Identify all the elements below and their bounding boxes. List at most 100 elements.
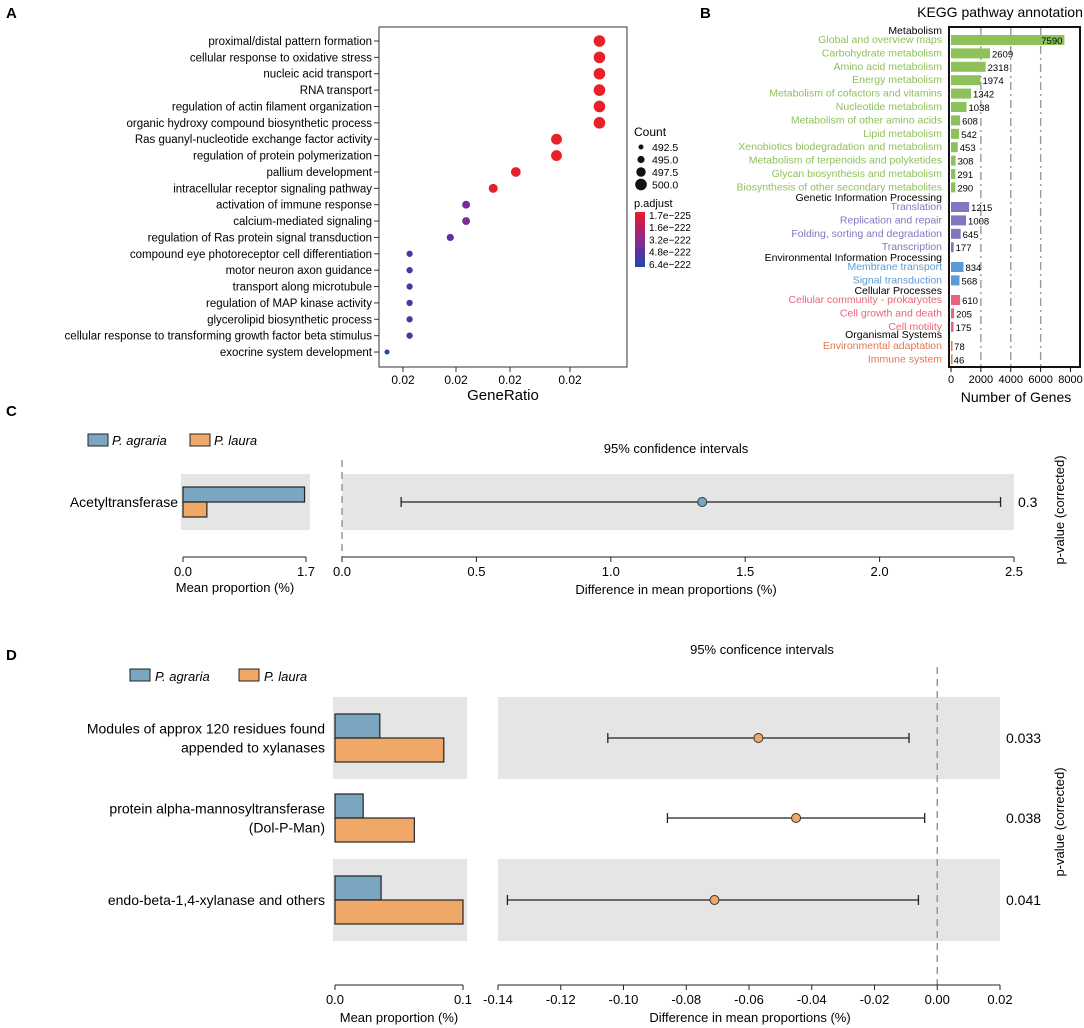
panel-b-item-label: Cell growth and death [840,307,942,319]
panel-a-padj-legend-title: p.adjust [634,198,673,210]
panel-a-dot [446,233,454,242]
panel-b-bar [951,155,956,166]
panel-b-value-label: 7590 [1041,36,1062,47]
panel-a-padj-colorbar [635,212,645,267]
panel-c-legend-agraria: P. agraria [112,433,167,448]
panel-a-dotplot: GeneRatio Count p.adjust proximal/distal… [65,26,691,404]
ci-mean-dot [791,813,802,823]
panel-b-item-label: Transcription [882,241,942,253]
panel-b-bar [951,242,954,253]
panel-d-mean-xlabel: Mean proportion (%) [340,1010,459,1025]
diff-xtick-label: -0.02 [860,992,890,1007]
panel-b-item-label: Metabolism of terpenoids and polyketides [749,155,942,167]
panel-b-title: KEGG pathway annotation [917,4,1083,20]
panel-a-padj-legend-label: 1.7e−225 [649,211,691,222]
panel-b-bar [951,295,961,305]
panel-a-dot [462,200,471,209]
panel-d-legend-swatch-laura [238,668,260,682]
panel-d-extended-error-bar: P. agraria P. laura 95% conficence inter… [87,642,1067,1025]
panel-a-term-label: transport along microtubule [233,282,372,294]
panel-d-legend-laura: P. laura [264,669,307,684]
panel-c-extended-error-bar: P. agraria P. laura 95% confidence inter… [70,433,1067,597]
panel-b-value-label: 645 [963,230,979,241]
panel-b-plot-frame [948,26,1081,368]
panel-label-d: D [6,647,17,664]
panel-a-term-label: cellular response to oxidative stress [190,52,372,64]
panel-a-term-label: activation of immune response [216,200,372,212]
diff-xtick-label: 0.00 [925,992,950,1007]
bar-agraria [182,486,306,503]
panel-b-xtick-label: 0 [948,374,954,386]
panel-a-dot [593,100,606,113]
panel-b-item-label: Replication and repair [840,214,943,226]
panel-a-dot [551,150,562,162]
panel-a-dot [384,349,390,355]
mean-xtick-label: 0.0 [174,564,192,579]
panel-a-term-label: motor neuron axon guidance [226,265,372,277]
p-value-label: 0.038 [1006,810,1041,826]
diff-xtick-label: 0.0 [333,564,351,579]
panel-a-term-label: Ras guanyl-nucleotide exchange factor ac… [135,134,372,146]
panel-label-b: B [700,5,711,22]
bar-agraria [334,875,382,901]
panel-a-dot [510,167,521,177]
panel-a-xtick-label: 0.02 [444,373,468,387]
panel-b-bar [951,182,956,193]
panel-b-xtick-label: 8000 [1058,374,1082,386]
panel-b-item-label: Folding, sorting and degradation [791,228,942,240]
panel-a-term-label: RNA transport [300,85,373,97]
panel-a-padj-legend-label: 3.2e−222 [649,235,691,246]
panel-b-value-label: 2609 [992,49,1013,60]
panel-a-term-label: regulation of MAP kinase activity [206,298,372,310]
panel-a-term-label: organic hydroxy compound biosynthetic pr… [127,118,373,130]
panel-b-value-label: 610 [962,296,978,307]
panel-b-item-label: Translation [890,201,942,213]
panel-b-bar [951,61,986,72]
diff-xtick-label: 1.0 [602,564,620,579]
panel-b-value-label: 205 [956,309,972,320]
panel-a-term-label: calcium-mediated signaling [233,216,372,228]
panel-a-term-label: intracellular receptor signaling pathway [173,183,372,195]
diff-xtick-label: -0.10 [609,992,639,1007]
panel-label-a: A [6,5,17,22]
bar-laura [334,899,464,925]
panel-a-dot [593,51,606,64]
panel-b-bar [951,102,967,112]
feature-label-line: appended to xylanases [181,740,325,756]
panel-b-value-label: 1215 [971,203,992,214]
diff-xtick-label: -0.14 [483,992,513,1007]
bar-laura [334,817,415,843]
panel-b-category-label: Genetic Information Processing [796,192,943,204]
panel-b-item-label: Cell motility [888,321,942,333]
mean-xtick-label: 1.7 [297,564,315,579]
panel-b-value-label: 1008 [968,216,989,227]
panel-b-category-label: Environmental Information Processing [765,252,943,264]
panel-b-item-label: Immune system [868,353,942,365]
panel-b-value-label: 453 [960,143,976,154]
panel-a-count-legend-label: 500.0 [652,180,678,192]
p-value-label: 0.033 [1006,730,1041,746]
panel-a-xtick-label: 0.02 [558,373,582,387]
panel-b-value-label: 568 [961,276,977,287]
panel-a-term-label: regulation of actin filament organizatio… [172,101,372,113]
feature-label-line: protein alpha-mannosyltransferase [109,801,325,817]
panel-b-bar [951,115,961,126]
panel-a-dot [593,117,606,129]
feature-label-line: Acetyltransferase [70,494,178,510]
panel-a-plot-frame [378,26,628,368]
panel-c-ci-title: 95% confidence intervals [604,441,749,456]
panel-a-term-label: regulation of Ras protein signal transdu… [148,232,372,244]
panel-a-dot [406,299,413,307]
ci-mean-dot [753,733,764,743]
panel-b-xtick-label: 2000 [969,374,993,386]
panel-b-bar [951,308,955,319]
bar-laura [334,737,445,763]
diff-xtick-label: 1.5 [736,564,754,579]
diff-xtick-label: -0.06 [734,992,764,1007]
panel-b-item-label: Nucleotide metabolism [836,101,942,113]
panel-a-padj-legend-label: 1.6e−222 [649,223,691,234]
panel-b-category-label: Organismal Systems [845,329,942,341]
panel-a-term-label: nucleic acid transport [263,69,372,81]
panel-c-legend-swatch-laura [189,433,211,447]
panel-a-dot [488,183,498,193]
